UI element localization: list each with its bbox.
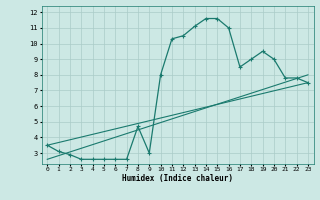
X-axis label: Humidex (Indice chaleur): Humidex (Indice chaleur) — [122, 174, 233, 183]
